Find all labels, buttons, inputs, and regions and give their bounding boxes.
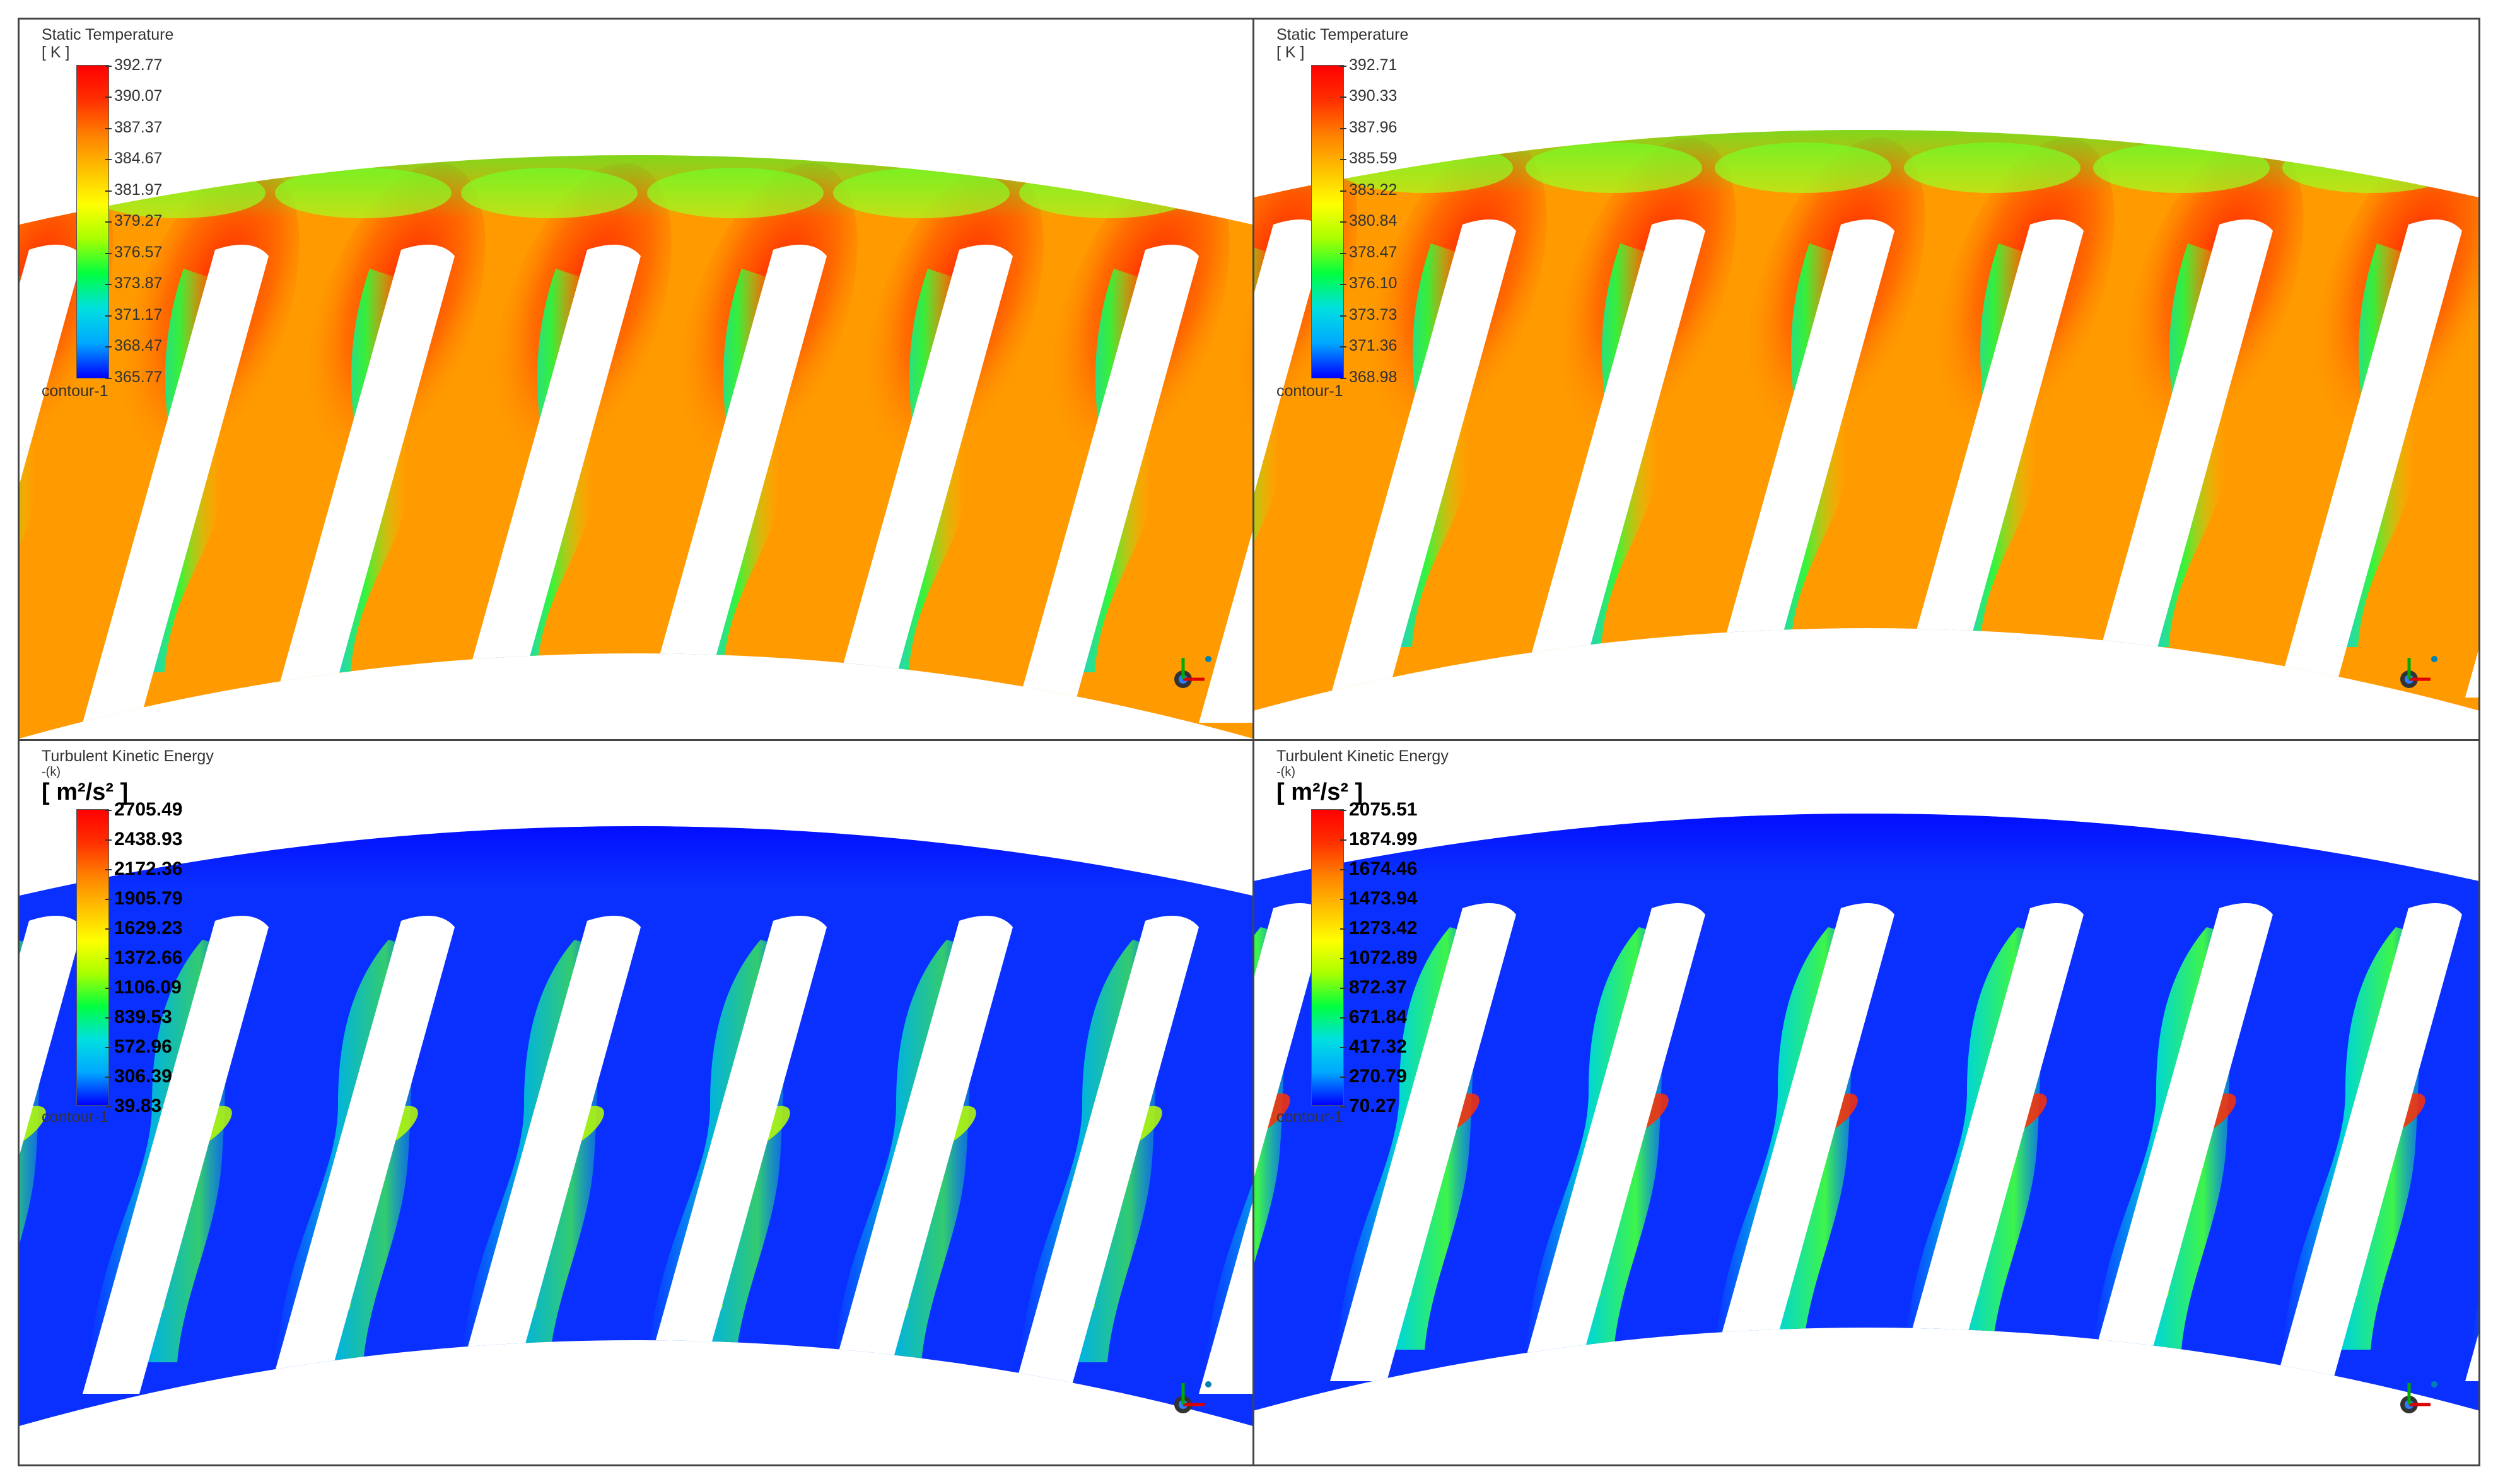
panel-static-temperature-2: Static Temperature [ K ] 392.71 390.33 3… xyxy=(1254,20,2478,739)
tick-label: 376.57 xyxy=(105,243,163,261)
contour-label: contour-1 xyxy=(42,382,108,400)
tick-label: 392.77 xyxy=(105,56,163,74)
temperature-contour-field xyxy=(20,155,1252,739)
tick-label: 365.77 xyxy=(105,368,163,386)
legend-subtitle: -(k) xyxy=(1276,765,1295,779)
tick-label: 373.73 xyxy=(1339,306,1398,324)
contour-label: contour-1 xyxy=(42,1108,108,1126)
tick-label: 384.67 xyxy=(105,149,163,167)
tick-label: 70.27 xyxy=(1339,1095,1397,1116)
tick-label: 368.98 xyxy=(1339,368,1398,386)
colorbar xyxy=(76,65,109,378)
panel-turbulent-kinetic-energy-2: Turbulent Kinetic Energy -(k) [ m²/s² ] … xyxy=(1254,741,2478,1464)
tick-label: 381.97 xyxy=(105,181,163,199)
tick-label: 1372.66 xyxy=(105,947,183,968)
tick-label: 671.84 xyxy=(1340,1007,1407,1027)
tick-label: 1106.09 xyxy=(105,977,182,998)
tick-label: 306.39 xyxy=(105,1066,172,1087)
tick-label: 2705.49 xyxy=(105,799,183,820)
tick-label: 270.79 xyxy=(1340,1066,1407,1087)
tick-label: 387.96 xyxy=(1339,119,1398,136)
panel-static-temperature-1: Static Temperature [ K ] 392.77 390.07 3… xyxy=(20,20,1252,739)
tick-label: 390.07 xyxy=(105,87,163,105)
axis-triad-icon xyxy=(2400,656,2437,688)
vertical-divider xyxy=(1252,18,1254,1466)
legend-subtitle: -(k) xyxy=(42,765,61,779)
tick-label: 2075.51 xyxy=(1339,799,1418,820)
legend-title: Static Temperature xyxy=(42,26,174,44)
tick-label: 1874.99 xyxy=(1339,829,1418,850)
tick-label: 379.27 xyxy=(105,212,163,230)
tick-label: 373.87 xyxy=(105,274,163,292)
legend-unit: [ m²/s² ] xyxy=(1276,779,1363,805)
colorbar xyxy=(1311,809,1344,1106)
legend-unit: [ K ] xyxy=(42,44,70,61)
tick-label: 376.10 xyxy=(1339,274,1398,292)
tke-contour-field xyxy=(1254,814,2478,1420)
tick-label: 368.47 xyxy=(105,337,163,354)
legend: Turbulent Kinetic Energy -(k) [ m²/s² ] … xyxy=(1276,747,1449,1126)
axis-triad-icon xyxy=(1174,1381,1211,1413)
legend: Turbulent Kinetic Energy -(k) [ m²/s² ] … xyxy=(42,747,214,1126)
legend-unit: [ K ] xyxy=(1276,44,1305,61)
colorbar xyxy=(76,809,109,1106)
tick-label: 380.84 xyxy=(1339,212,1398,230)
legend-unit: [ m²/s² ] xyxy=(42,779,129,805)
legend-title: Turbulent Kinetic Energy xyxy=(1276,747,1449,765)
contour-label: contour-1 xyxy=(1276,1108,1343,1126)
tick-label: 1629.23 xyxy=(105,918,183,938)
axis-triad-icon xyxy=(1174,656,1211,688)
tick-label: 1674.46 xyxy=(1339,858,1418,879)
tick-label: 378.47 xyxy=(1339,243,1398,261)
legend: Static Temperature [ K ] 392.77 390.07 3… xyxy=(42,26,174,400)
tick-label: 2438.93 xyxy=(105,829,183,850)
colorbar xyxy=(1311,65,1344,378)
tick-label: 2172.36 xyxy=(105,858,183,879)
tick-label: 383.22 xyxy=(1339,181,1398,199)
tick-label: 1072.89 xyxy=(1339,947,1418,968)
tick-label: 872.37 xyxy=(1340,977,1407,998)
legend-title: Turbulent Kinetic Energy xyxy=(42,747,214,765)
legend-title: Static Temperature xyxy=(1276,26,1409,44)
tick-label: 1905.79 xyxy=(105,888,183,909)
tick-label: 1273.42 xyxy=(1339,918,1418,938)
contour-label: contour-1 xyxy=(1276,382,1343,400)
tick-label: 387.37 xyxy=(105,119,163,136)
horizontal-divider xyxy=(18,739,2480,741)
tick-label: 371.17 xyxy=(105,306,163,324)
temperature-contour-field xyxy=(1254,130,2478,720)
tick-label: 572.96 xyxy=(105,1036,172,1057)
tick-label: 417.32 xyxy=(1340,1036,1407,1057)
panel-turbulent-kinetic-energy-1: Turbulent Kinetic Energy -(k) [ m²/s² ] … xyxy=(20,741,1252,1464)
tick-label: 392.71 xyxy=(1339,56,1398,74)
tke-contour-field xyxy=(20,826,1252,1435)
legend: Static Temperature [ K ] 392.71 390.33 3… xyxy=(1276,26,1409,400)
tick-label: 385.59 xyxy=(1339,149,1398,167)
tick-label: 839.53 xyxy=(105,1007,172,1027)
tick-label: 390.33 xyxy=(1339,87,1398,105)
tick-label: 39.83 xyxy=(105,1095,162,1116)
tick-label: 1473.94 xyxy=(1339,888,1418,909)
tick-label: 371.36 xyxy=(1339,337,1398,354)
figure-frame xyxy=(18,18,2480,1466)
axis-triad-icon xyxy=(2400,1381,2437,1413)
